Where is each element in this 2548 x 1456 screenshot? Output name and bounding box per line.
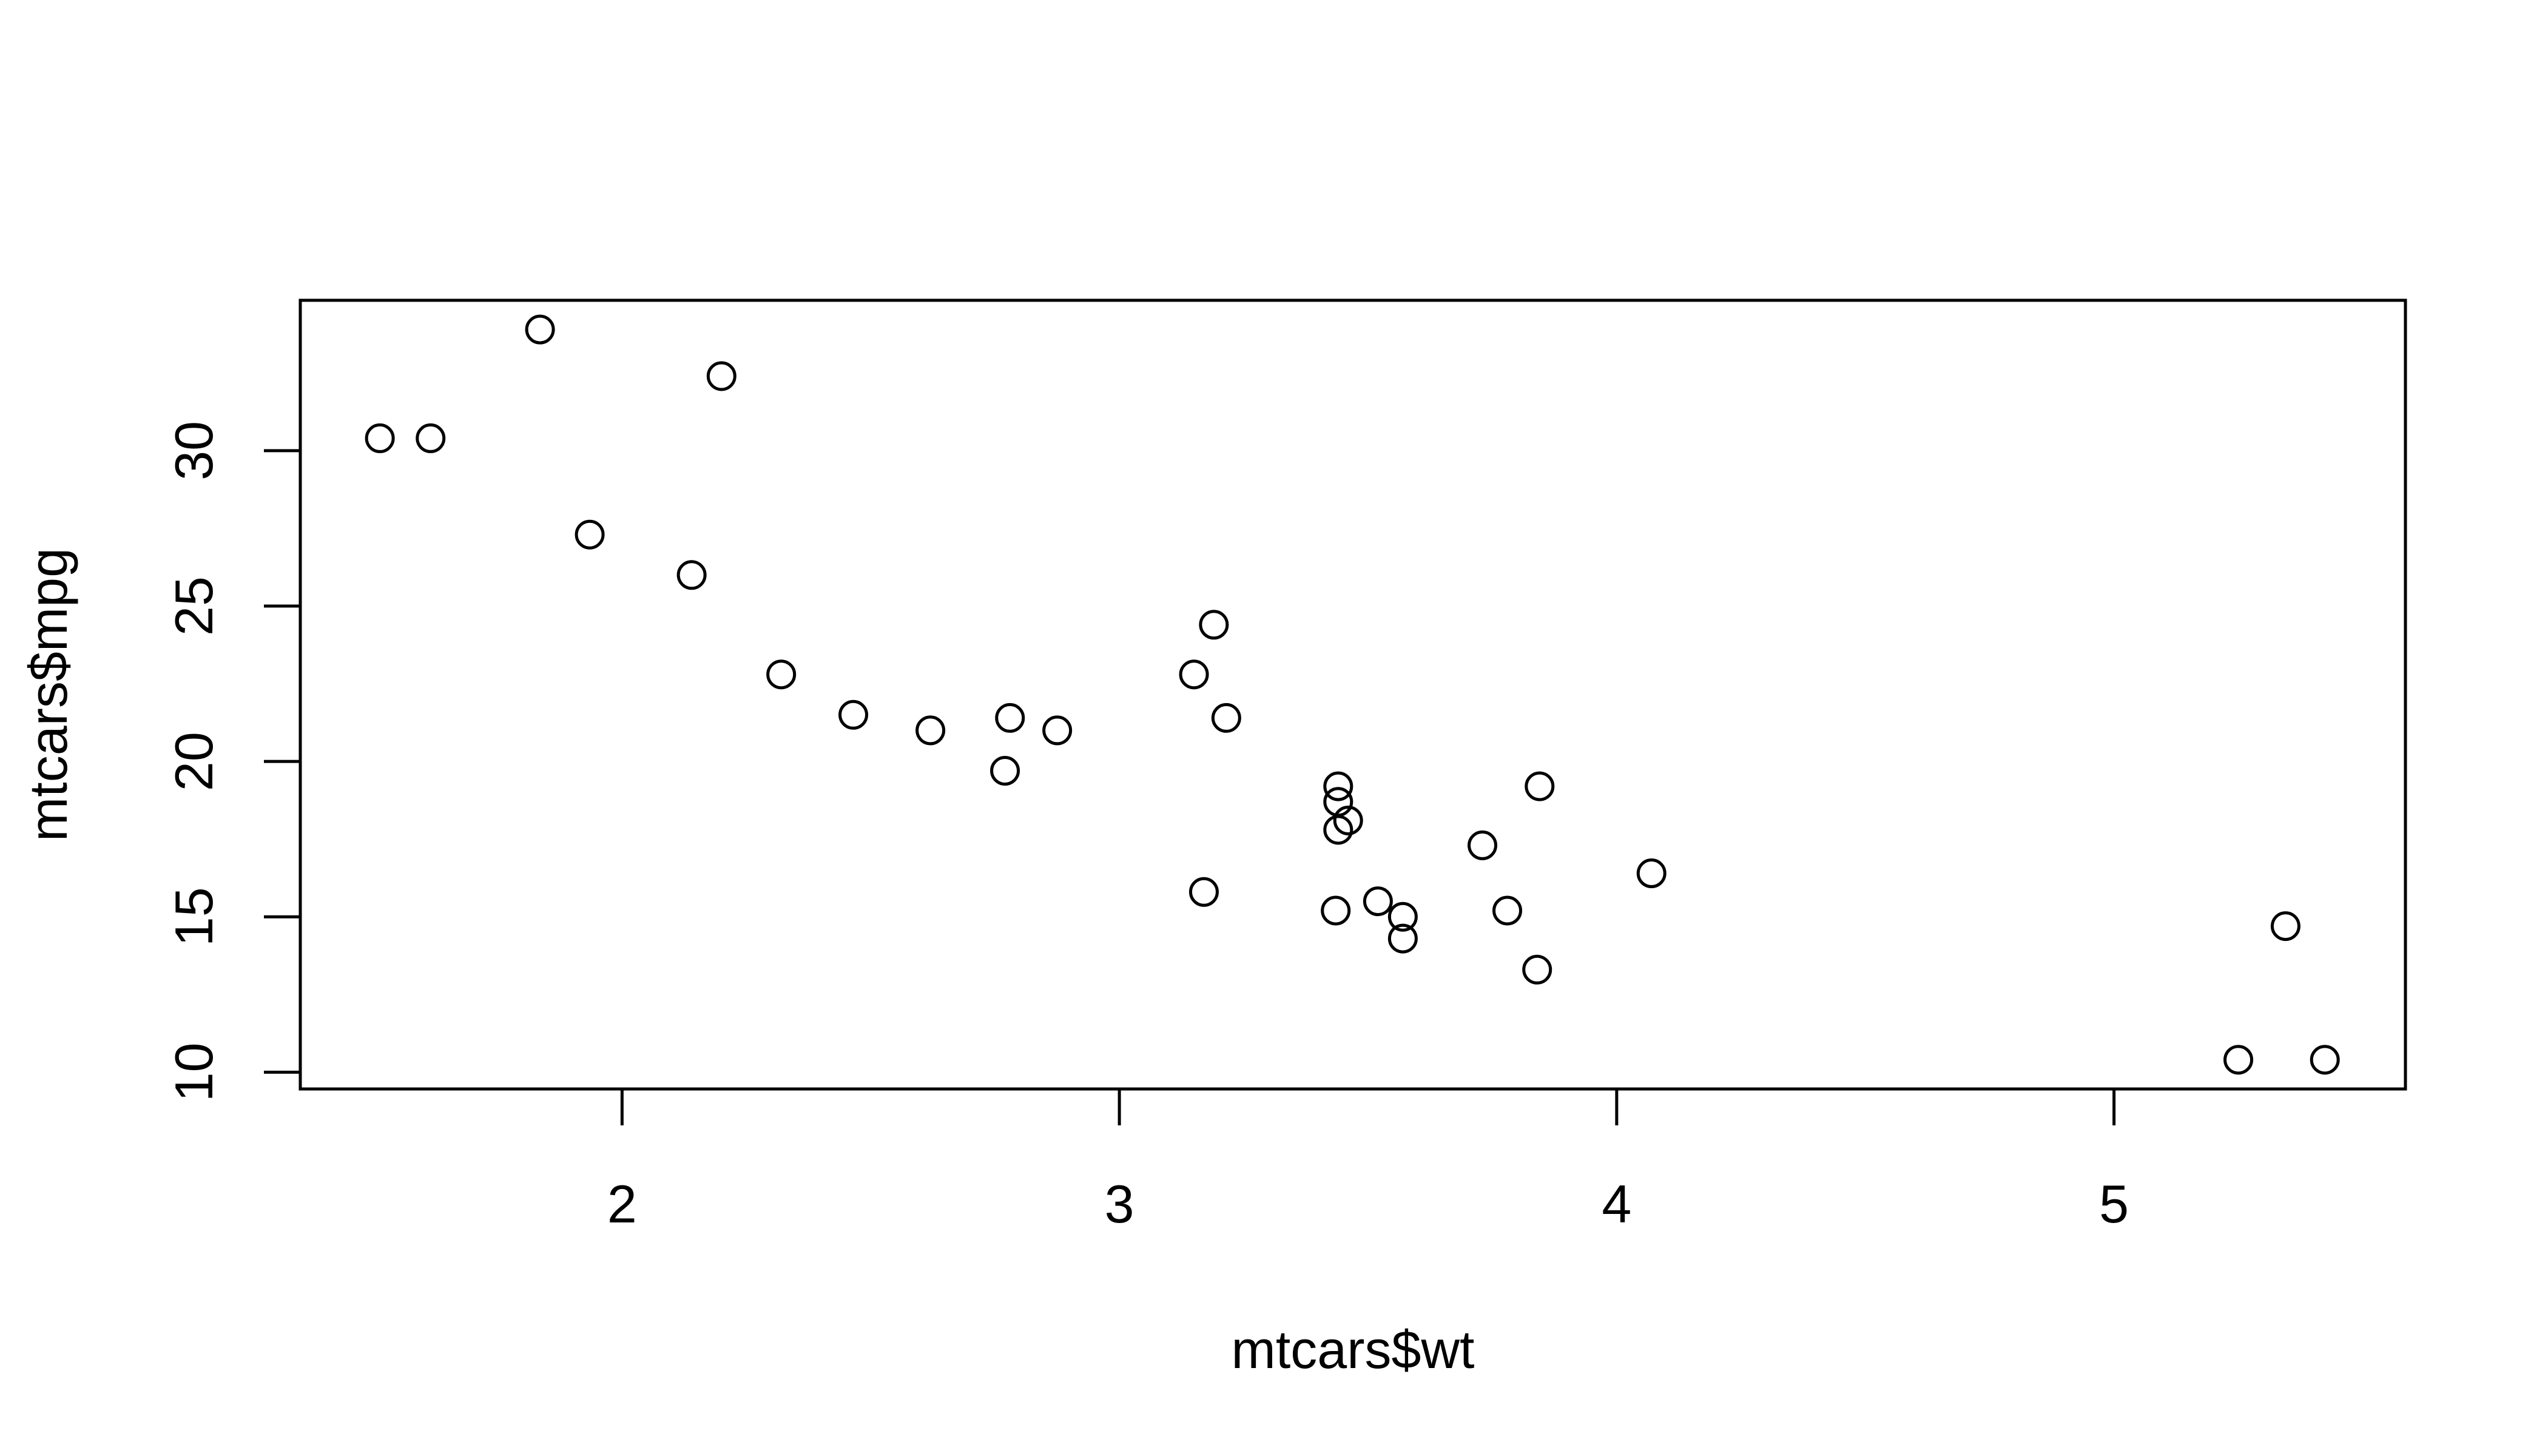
data-point — [2310, 1045, 2340, 1075]
y-tick-label: 20 — [164, 732, 224, 791]
data-point — [2270, 911, 2300, 942]
y-axis: 10 15 20 25 30 — [164, 421, 302, 1102]
data-point — [838, 699, 869, 730]
data-point — [1323, 815, 1353, 845]
data-point — [1042, 715, 1073, 746]
x-tick-label: 2 — [607, 1174, 637, 1234]
data-point — [365, 423, 395, 453]
data-point — [1188, 877, 1219, 907]
data-point — [1492, 895, 1523, 926]
data-point — [676, 560, 707, 590]
data-point — [1333, 805, 1363, 835]
data-point — [1468, 830, 1498, 860]
y-tick-label: 25 — [164, 576, 224, 636]
data-point — [1199, 610, 1229, 640]
data-point — [995, 703, 1025, 733]
data-point — [1636, 858, 1667, 889]
data-point — [416, 423, 446, 453]
data-point — [1323, 771, 1353, 801]
data-point — [1211, 703, 1241, 733]
x-tick-label: 3 — [1105, 1174, 1134, 1234]
y-axis-title: mtcars$mpg — [18, 548, 78, 841]
data-point — [1179, 659, 1209, 690]
x-axis-title: mtcars$wt — [1232, 1320, 1475, 1380]
data-point — [1363, 886, 1393, 917]
data-point — [1321, 895, 1351, 926]
x-tick-label: 4 — [1602, 1174, 1631, 1234]
x-tick-label: 5 — [2099, 1174, 2129, 1234]
y-tick-label: 30 — [164, 421, 224, 480]
data-point — [575, 519, 605, 550]
data-point — [2223, 1045, 2254, 1075]
plot-frame — [298, 298, 2407, 1091]
y-tick-label: 10 — [164, 1042, 224, 1102]
data-point — [915, 715, 946, 746]
data-point — [1387, 923, 1418, 954]
data-points — [365, 314, 2340, 1075]
data-point — [525, 314, 555, 345]
x-axis: 2 3 4 5 — [607, 1087, 2129, 1234]
data-point — [1525, 771, 1555, 801]
data-point — [990, 755, 1020, 786]
data-point — [766, 659, 797, 690]
data-point — [1387, 902, 1418, 932]
data-point — [706, 361, 736, 391]
data-point — [1522, 954, 1552, 985]
y-tick-label: 15 — [164, 887, 224, 946]
